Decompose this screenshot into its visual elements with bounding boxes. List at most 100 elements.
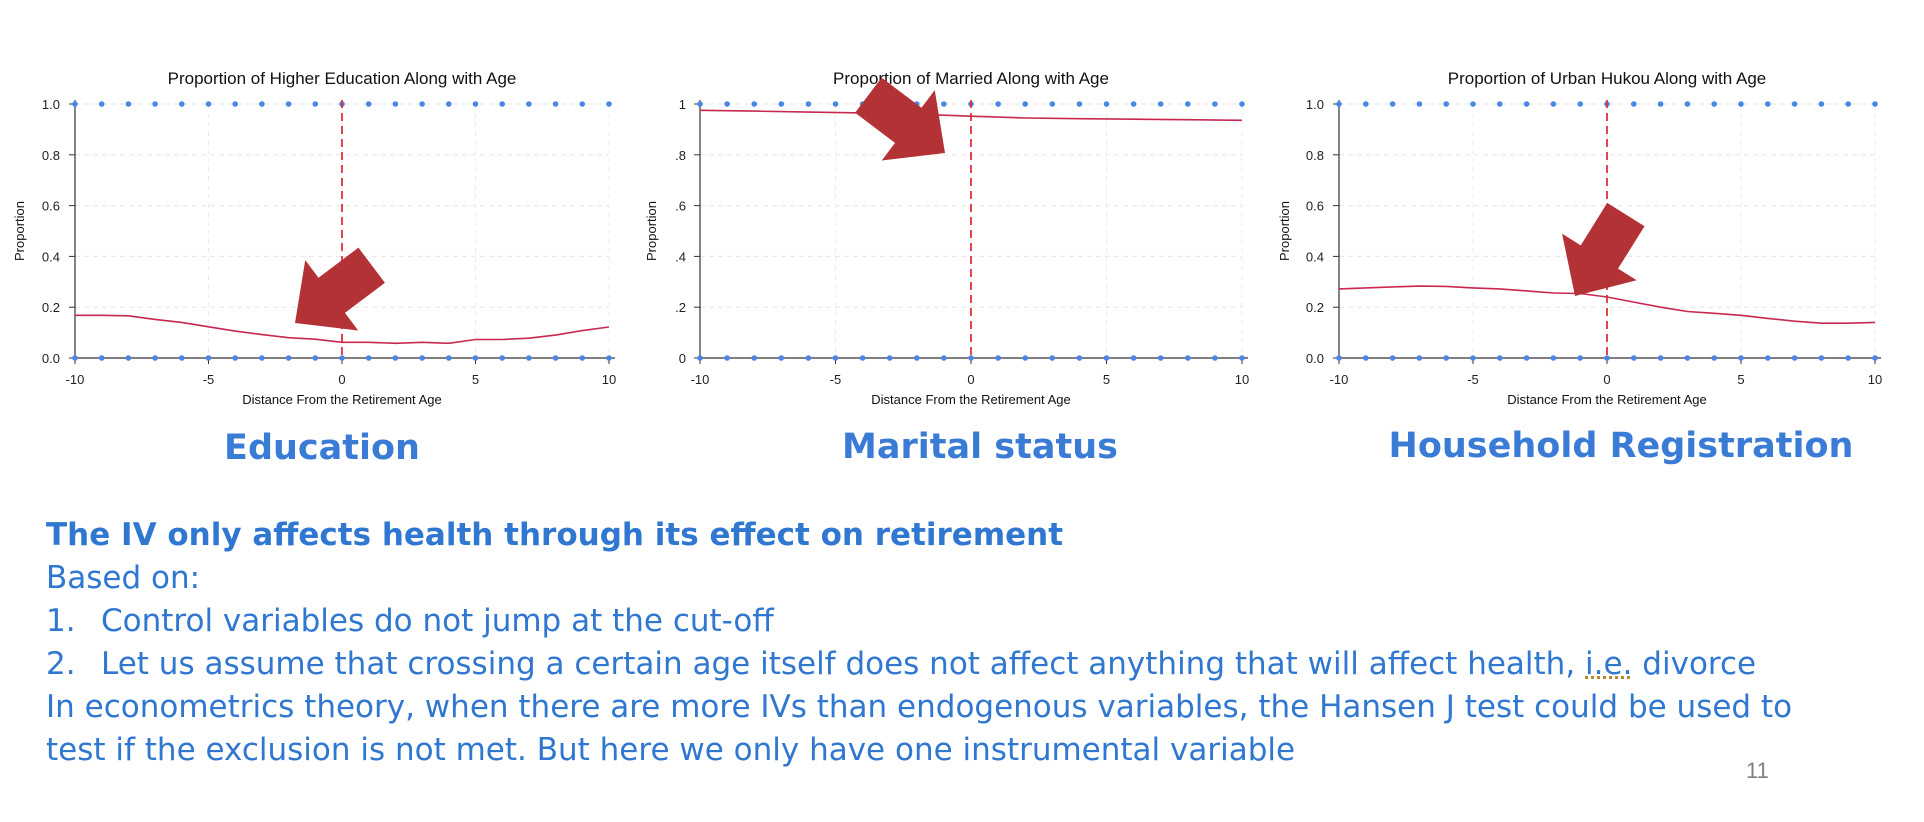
scatter-point [1103, 355, 1110, 361]
scatter-point [1711, 355, 1717, 361]
series-line [1338, 285, 1876, 325]
y-tick-label: 0.0 [1306, 351, 1324, 366]
y-axis-label: Proportion [12, 201, 27, 261]
scatter-point [1845, 101, 1851, 107]
scatter-point [1631, 101, 1637, 107]
scatter-point [259, 355, 265, 361]
scatter-point [1684, 355, 1691, 361]
scatter-point [1022, 355, 1028, 361]
scatter-point [72, 355, 78, 361]
scatter-point [552, 355, 559, 361]
list-number: 1. [46, 603, 76, 639]
arrow-annotation [855, 77, 945, 161]
series-line [699, 109, 1243, 122]
paragraph-line-1: In econometrics theory, when there are m… [46, 689, 1793, 725]
x-tick-label: -10 [66, 372, 85, 387]
chart-education: 0.0 0.2 0.4 0.6 0.8 1.0 -10 -5 0 5 10 Proportion of… [12, 69, 616, 407]
scatter-point [312, 101, 319, 107]
scatter-point [419, 101, 425, 107]
scatter-point [312, 355, 319, 361]
y-tick-label: 1.0 [42, 97, 60, 112]
scatter-point [1738, 101, 1744, 107]
x-tick-label: 0 [338, 372, 345, 387]
scatter-point [1550, 355, 1557, 361]
scatter-point [152, 101, 158, 107]
arrow-annotation [1562, 202, 1645, 296]
scatter-point [1523, 101, 1530, 107]
scatter-point [1550, 101, 1557, 107]
y-tick-label: 0.0 [42, 351, 60, 366]
scatter-point [697, 355, 703, 361]
scatter-point [1212, 101, 1218, 107]
scatter-point [1443, 355, 1449, 361]
headline: The IV only affects health through its e… [46, 517, 1064, 553]
scatter-point [1130, 355, 1137, 361]
scatter-point [1389, 101, 1396, 107]
chart-title: Proportion of Married Along with Age [833, 69, 1109, 88]
caption-marital-status: Marital status [842, 427, 1118, 467]
x-tick-label: 5 [1737, 372, 1744, 387]
scatter-point [472, 355, 479, 361]
chart-title: Proportion of Urban Hukou Along with Age [1448, 69, 1766, 88]
scatter-point [365, 101, 372, 107]
scatter-point [1577, 355, 1583, 361]
scatter-point [1363, 101, 1369, 107]
scatter-point [1336, 355, 1342, 361]
scatter-point [339, 355, 345, 361]
x-tick-label: 10 [1235, 372, 1249, 387]
page-number: 11 [1746, 758, 1769, 783]
scatter-point [499, 355, 506, 361]
scatter-point [1443, 101, 1449, 107]
scatter-point [285, 101, 292, 107]
scatter-point [805, 101, 812, 107]
y-tick-label: 0.4 [1306, 249, 1324, 264]
scatter-point [778, 101, 785, 107]
scatter-point [1185, 101, 1191, 107]
based-on-label: Based on: [46, 560, 201, 596]
y-tick-label: 0.6 [1306, 199, 1324, 214]
list-text-start: Let us assume that crossing a certain ag… [101, 646, 1586, 682]
scatter-point [1185, 355, 1191, 361]
scatter-point [205, 355, 212, 361]
scatter-point [1765, 101, 1771, 107]
scatter-point [1363, 355, 1369, 361]
y-tick-label: .6 [675, 199, 686, 214]
scatter-point [724, 355, 730, 361]
scatter-point [751, 355, 757, 361]
scatter-point [446, 101, 452, 107]
scatter-point [1657, 101, 1664, 107]
scatter-point [392, 355, 399, 361]
scatter-point [579, 101, 586, 107]
scatter-point [446, 355, 452, 361]
x-tick-label: 0 [1603, 372, 1610, 387]
scatter-point [1523, 355, 1530, 361]
scatter-point [1657, 355, 1664, 361]
scatter-point [941, 101, 947, 107]
scatter-point [1049, 101, 1056, 107]
list-item: 2. Let us assume that crossing a certain… [46, 643, 1876, 686]
y-tick-label: 0.2 [1306, 300, 1324, 315]
scatter-point [1157, 101, 1164, 107]
scatter-point [1212, 355, 1218, 361]
scatter-point [1711, 101, 1717, 107]
scatter-point [1103, 101, 1110, 107]
scatter-point [526, 101, 532, 107]
caption-household-registration: Household Registration [1388, 426, 1854, 466]
scatter-point [1239, 101, 1245, 107]
scatter-point [1738, 355, 1744, 361]
explanation-text: The IV only affects health through its e… [46, 514, 1876, 772]
scatter-point [1336, 101, 1342, 107]
scatter-point [1470, 355, 1476, 361]
list-text: Control variables do not jump at the cut… [101, 603, 774, 639]
scatter-point [805, 355, 812, 361]
scatter-point [365, 355, 372, 361]
scatter-point [751, 101, 757, 107]
scatter-point [995, 101, 1001, 107]
x-tick-label: 5 [472, 372, 479, 387]
scatter-point [1791, 101, 1798, 107]
list-item: 1. Control variables do not jump at the … [46, 600, 1876, 643]
chart-married: 0 .2 .4 .6 .8 1 -10 -5 0 5 10 Proportion of Married… [644, 69, 1249, 407]
scatter-point [152, 355, 158, 361]
x-tick-label: 10 [602, 372, 616, 387]
